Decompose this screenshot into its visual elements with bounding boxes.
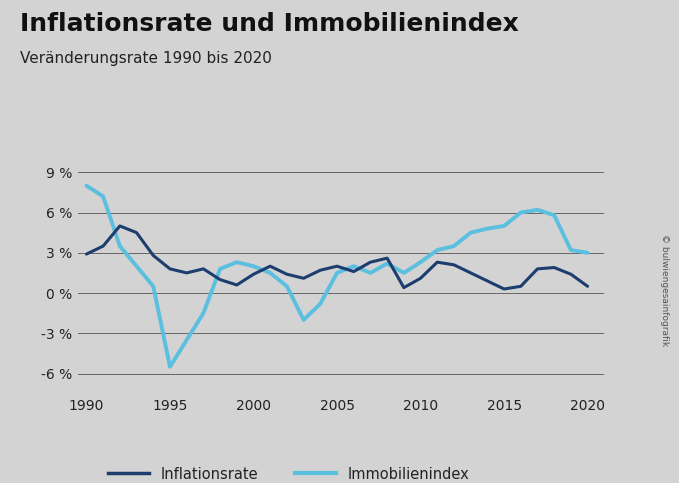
- Text: Inflationsrate und Immobilienindex: Inflationsrate und Immobilienindex: [20, 12, 519, 36]
- Legend: Inflationsrate, Immobilienindex: Inflationsrate, Immobilienindex: [103, 461, 475, 483]
- Text: Veränderungsrate 1990 bis 2020: Veränderungsrate 1990 bis 2020: [20, 51, 272, 66]
- Text: © bulwiengesainfografik: © bulwiengesainfografik: [660, 234, 669, 346]
